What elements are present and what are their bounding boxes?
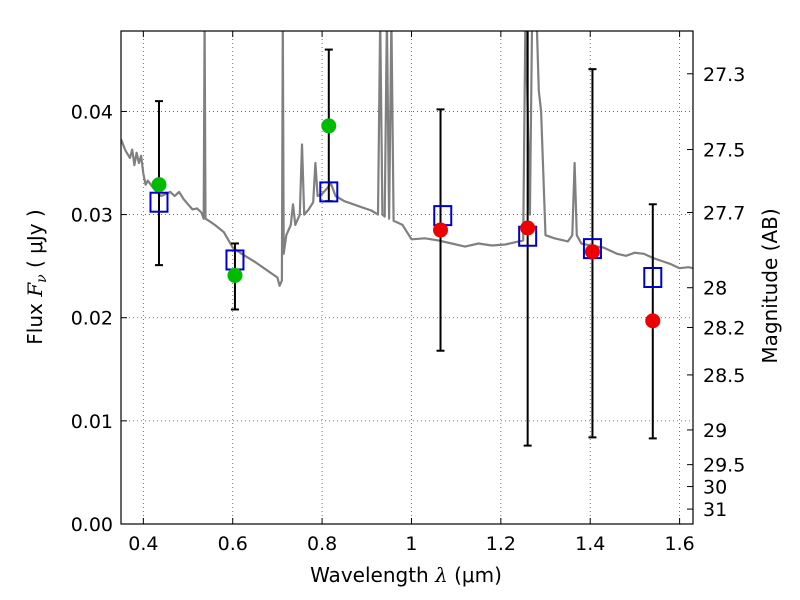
y-tick-label: 0.02 xyxy=(71,308,113,330)
x-axis-label: Wavelength λ (μm) xyxy=(310,563,502,587)
x-axis-ticks: 0.4 0.6 0.8 1 1.2 1.4 1.6 xyxy=(128,31,695,555)
x-axis-label-unit: (μm) xyxy=(448,563,502,587)
y-tick-label: 0.04 xyxy=(71,101,113,123)
y2-tick-label: 28.2 xyxy=(703,317,745,339)
model-spectrum-group xyxy=(121,31,693,287)
observed-point xyxy=(321,118,337,134)
y2-tick-label: 29 xyxy=(703,420,727,442)
y2-tick-label: 29.5 xyxy=(703,455,745,477)
synthetic-square xyxy=(433,205,453,227)
synthetic-square xyxy=(643,267,663,288)
y2-tick-label: 27.5 xyxy=(703,140,745,162)
observed-point xyxy=(433,222,449,238)
y-axis-label-unit: ( μJy ) xyxy=(23,209,47,274)
y2-tick-label: 27.7 xyxy=(703,203,745,225)
synthetic-square xyxy=(149,191,169,213)
observed-points-group xyxy=(151,118,661,329)
plot-frame xyxy=(120,30,694,525)
synthetic-square xyxy=(319,181,339,203)
y-tick-label: 0.03 xyxy=(71,205,113,227)
y-axis-label: Flux Fν ( μJy ) xyxy=(23,209,50,344)
y2-tick-label: 28 xyxy=(703,278,727,300)
x-tick-label: 1.4 xyxy=(575,533,605,555)
y2-tick-label: 27.3 xyxy=(703,64,745,86)
observed-point xyxy=(227,267,243,283)
observed-point xyxy=(645,313,661,329)
y-axis-label-subscript: ν xyxy=(34,274,50,283)
model-spectrum-line xyxy=(121,31,693,287)
y-tick-label: 0.01 xyxy=(71,411,113,433)
y-axis-ticks: 0.00 0.01 0.02 0.03 0.04 xyxy=(71,101,127,536)
observed-point xyxy=(520,220,536,236)
x-axis-label-symbol: λ xyxy=(434,563,448,587)
x-axis-label-prefix: Wavelength xyxy=(310,563,435,587)
y2-tick-label: 28.5 xyxy=(703,365,745,387)
y2-axis-label: Magnitude (AB) xyxy=(758,208,782,363)
synthetic-photometry-group xyxy=(149,181,663,288)
x-tick-label: 1.2 xyxy=(486,533,516,555)
y-axis-label-prefix: Flux xyxy=(23,297,47,345)
y2-tick-label: 31 xyxy=(703,499,727,521)
observed-point xyxy=(584,244,600,260)
x-tick-label: 1 xyxy=(405,533,417,555)
x-tick-label: 0.8 xyxy=(307,533,337,555)
x-tick-label: 0.4 xyxy=(128,533,158,555)
grid-lines xyxy=(121,31,693,525)
y-axis-label-symbol: F xyxy=(23,282,47,298)
y-tick-label: 0.00 xyxy=(71,514,113,536)
errorbars-group xyxy=(154,31,657,447)
x-tick-label: 1.6 xyxy=(664,533,694,555)
x-tick-label: 0.6 xyxy=(218,533,248,555)
y2-tick-label: 30 xyxy=(703,477,727,499)
observed-point xyxy=(151,177,167,193)
